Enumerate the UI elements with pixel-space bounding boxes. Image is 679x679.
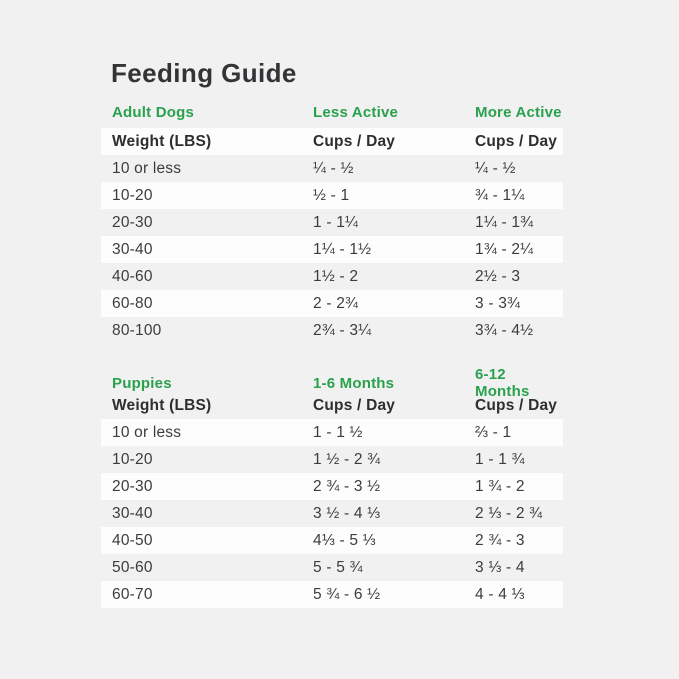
months-6-12-cell: 2 ¾ - 3 (475, 531, 525, 549)
adult-column-header-row: Weight (LBS) Cups / Day Cups / Day (101, 128, 563, 155)
weight-cell: 40-50 (112, 531, 153, 549)
months-1-6-cell: 1 - 1 ½ (313, 423, 363, 441)
less-active-cell: 2 - 2¾ (313, 294, 359, 312)
months-6-12-cell: 1 - 1 ¾ (475, 450, 525, 468)
weight-cell: 50-60 (112, 558, 153, 576)
weight-column-header: Weight (LBS) (112, 396, 212, 414)
cups-per-day-column-header: Cups / Day (475, 396, 558, 414)
weight-cell: 30-40 (112, 240, 153, 258)
weight-cell: 10-20 (112, 186, 153, 204)
adult-dogs-table: Adult Dogs Less Active More Active Weigh… (101, 102, 563, 344)
table-row: 50-60 5 - 5 ¾ 3 ⅓ - 4 (101, 554, 563, 581)
weight-cell: 10-20 (112, 450, 153, 468)
weight-column-header: Weight (LBS) (112, 132, 212, 150)
more-active-header: More Active (475, 103, 562, 121)
less-active-cell: 1 - 1¼ (313, 213, 359, 231)
more-active-cell: ¾ - 1¼ (475, 186, 525, 204)
months-1-6-cell: 2 ¾ - 3 ½ (313, 477, 381, 495)
more-active-cell: 3 - 3¾ (475, 294, 521, 312)
weight-cell: 20-30 (112, 477, 153, 495)
weight-cell: 60-80 (112, 294, 153, 312)
months-1-6-header: 1-6 Months (313, 374, 395, 392)
table-row: 40-50 4⅓ - 5 ⅓ 2 ¾ - 3 (101, 527, 563, 554)
months-1-6-cell: 5 - 5 ¾ (313, 558, 363, 576)
table-row: 10-20 1 ½ - 2 ¾ 1 - 1 ¾ (101, 446, 563, 473)
weight-cell: 40-60 (112, 267, 153, 285)
weight-cell: 10 or less (112, 423, 182, 441)
table-row: 30-40 3 ½ - 4 ⅓ 2 ⅓ - 2 ¾ (101, 500, 563, 527)
puppies-section-title: Puppies (112, 374, 172, 392)
page-title: Feeding Guide (111, 58, 297, 88)
weight-cell: 10 or less (112, 159, 182, 177)
table-row: 20-30 2 ¾ - 3 ½ 1 ¾ - 2 (101, 473, 563, 500)
months-1-6-cell: 5 ¾ - 6 ½ (313, 585, 381, 603)
months-1-6-cell: 1 ½ - 2 ¾ (313, 450, 381, 468)
less-active-cell: 2¾ - 3¼ (313, 321, 372, 339)
puppies-section-header-row: Puppies 1-6 Months 6-12 Months (101, 366, 563, 400)
less-active-cell: ½ - 1 (313, 186, 350, 204)
less-active-cell: 1½ - 2 (313, 267, 359, 285)
cups-per-day-column-header: Cups / Day (313, 132, 396, 150)
adult-section-title: Adult Dogs (112, 103, 194, 121)
weight-cell: 30-40 (112, 504, 153, 522)
months-6-12-cell: ⅔ - 1 (475, 423, 512, 441)
table-row: 20-30 1 - 1¼ 1¼ - 1¾ (101, 209, 563, 236)
puppies-table: Puppies 1-6 Months 6-12 Months Weight (L… (101, 366, 563, 608)
cups-per-day-column-header: Cups / Day (475, 132, 558, 150)
more-active-cell: 1¾ - 2¼ (475, 240, 534, 258)
adult-section-header-row: Adult Dogs Less Active More Active (101, 102, 563, 122)
months-6-12-cell: 1 ¾ - 2 (475, 477, 525, 495)
more-active-cell: ¼ - ½ (475, 159, 516, 177)
table-row: 60-80 2 - 2¾ 3 - 3¾ (101, 290, 563, 317)
table-row: 60-70 5 ¾ - 6 ½ 4 - 4 ⅓ (101, 581, 563, 608)
table-row: 10-20 ½ - 1 ¾ - 1¼ (101, 182, 563, 209)
table-row: 30-40 1¼ - 1½ 1¾ - 2¼ (101, 236, 563, 263)
months-1-6-cell: 3 ½ - 4 ⅓ (313, 504, 381, 522)
weight-cell: 20-30 (112, 213, 153, 231)
weight-cell: 80-100 (112, 321, 162, 339)
months-6-12-header: 6-12 Months (475, 366, 530, 400)
months-6-12-cell: 4 - 4 ⅓ (475, 585, 525, 603)
puppies-column-header-row: Weight (LBS) Cups / Day Cups / Day (101, 392, 563, 419)
less-active-cell: 1¼ - 1½ (313, 240, 372, 258)
months-1-6-cell: 4⅓ - 5 ⅓ (313, 531, 376, 549)
table-row: 10 or less 1 - 1 ½ ⅔ - 1 (101, 419, 563, 446)
table-row: 10 or less ¼ - ½ ¼ - ½ (101, 155, 563, 182)
table-row: 80-100 2¾ - 3¼ 3¾ - 4½ (101, 317, 563, 344)
cups-per-day-column-header: Cups / Day (313, 396, 396, 414)
weight-cell: 60-70 (112, 585, 153, 603)
table-row: 40-60 1½ - 2 2½ - 3 (101, 263, 563, 290)
less-active-cell: ¼ - ½ (313, 159, 354, 177)
months-6-12-cell: 2 ⅓ - 2 ¾ (475, 504, 543, 522)
more-active-cell: 2½ - 3 (475, 267, 521, 285)
less-active-header: Less Active (313, 103, 399, 121)
more-active-cell: 3¾ - 4½ (475, 321, 534, 339)
more-active-cell: 1¼ - 1¾ (475, 213, 534, 231)
months-6-12-cell: 3 ⅓ - 4 (475, 558, 525, 576)
